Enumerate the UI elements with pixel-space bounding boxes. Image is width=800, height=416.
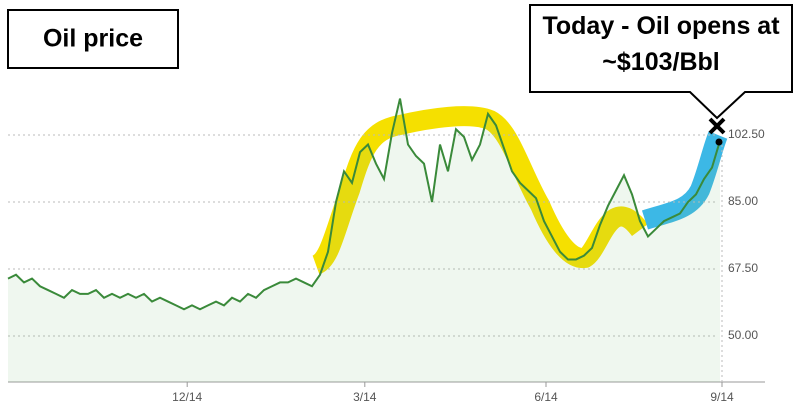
today-marker xyxy=(708,117,726,135)
callout-box xyxy=(529,4,793,120)
callout-text: Today - Oil opens at ~$103/Bbl xyxy=(542,12,780,76)
y-tick-label: 50.00 xyxy=(728,328,758,342)
callout: Today - Oil opens at ~$103/Bbl xyxy=(542,12,780,76)
today-dot xyxy=(715,138,723,146)
price-line xyxy=(7,98,721,311)
x-tick-label: 12/14 xyxy=(172,390,202,404)
y-tick-label: 102.50 xyxy=(728,127,765,141)
x-tick-label: 3/14 xyxy=(353,390,377,404)
title-box xyxy=(7,9,179,69)
y-tick-label: 67.50 xyxy=(728,261,758,275)
y-tick-label: 85.00 xyxy=(728,194,758,208)
trend-band-yellow xyxy=(311,106,648,275)
area xyxy=(8,98,720,382)
x-tick-label: 9/14 xyxy=(710,390,734,404)
trend-band-blue xyxy=(641,131,728,230)
x-tick-label: 6/14 xyxy=(534,390,558,404)
chart-title: Oil price xyxy=(43,25,143,53)
